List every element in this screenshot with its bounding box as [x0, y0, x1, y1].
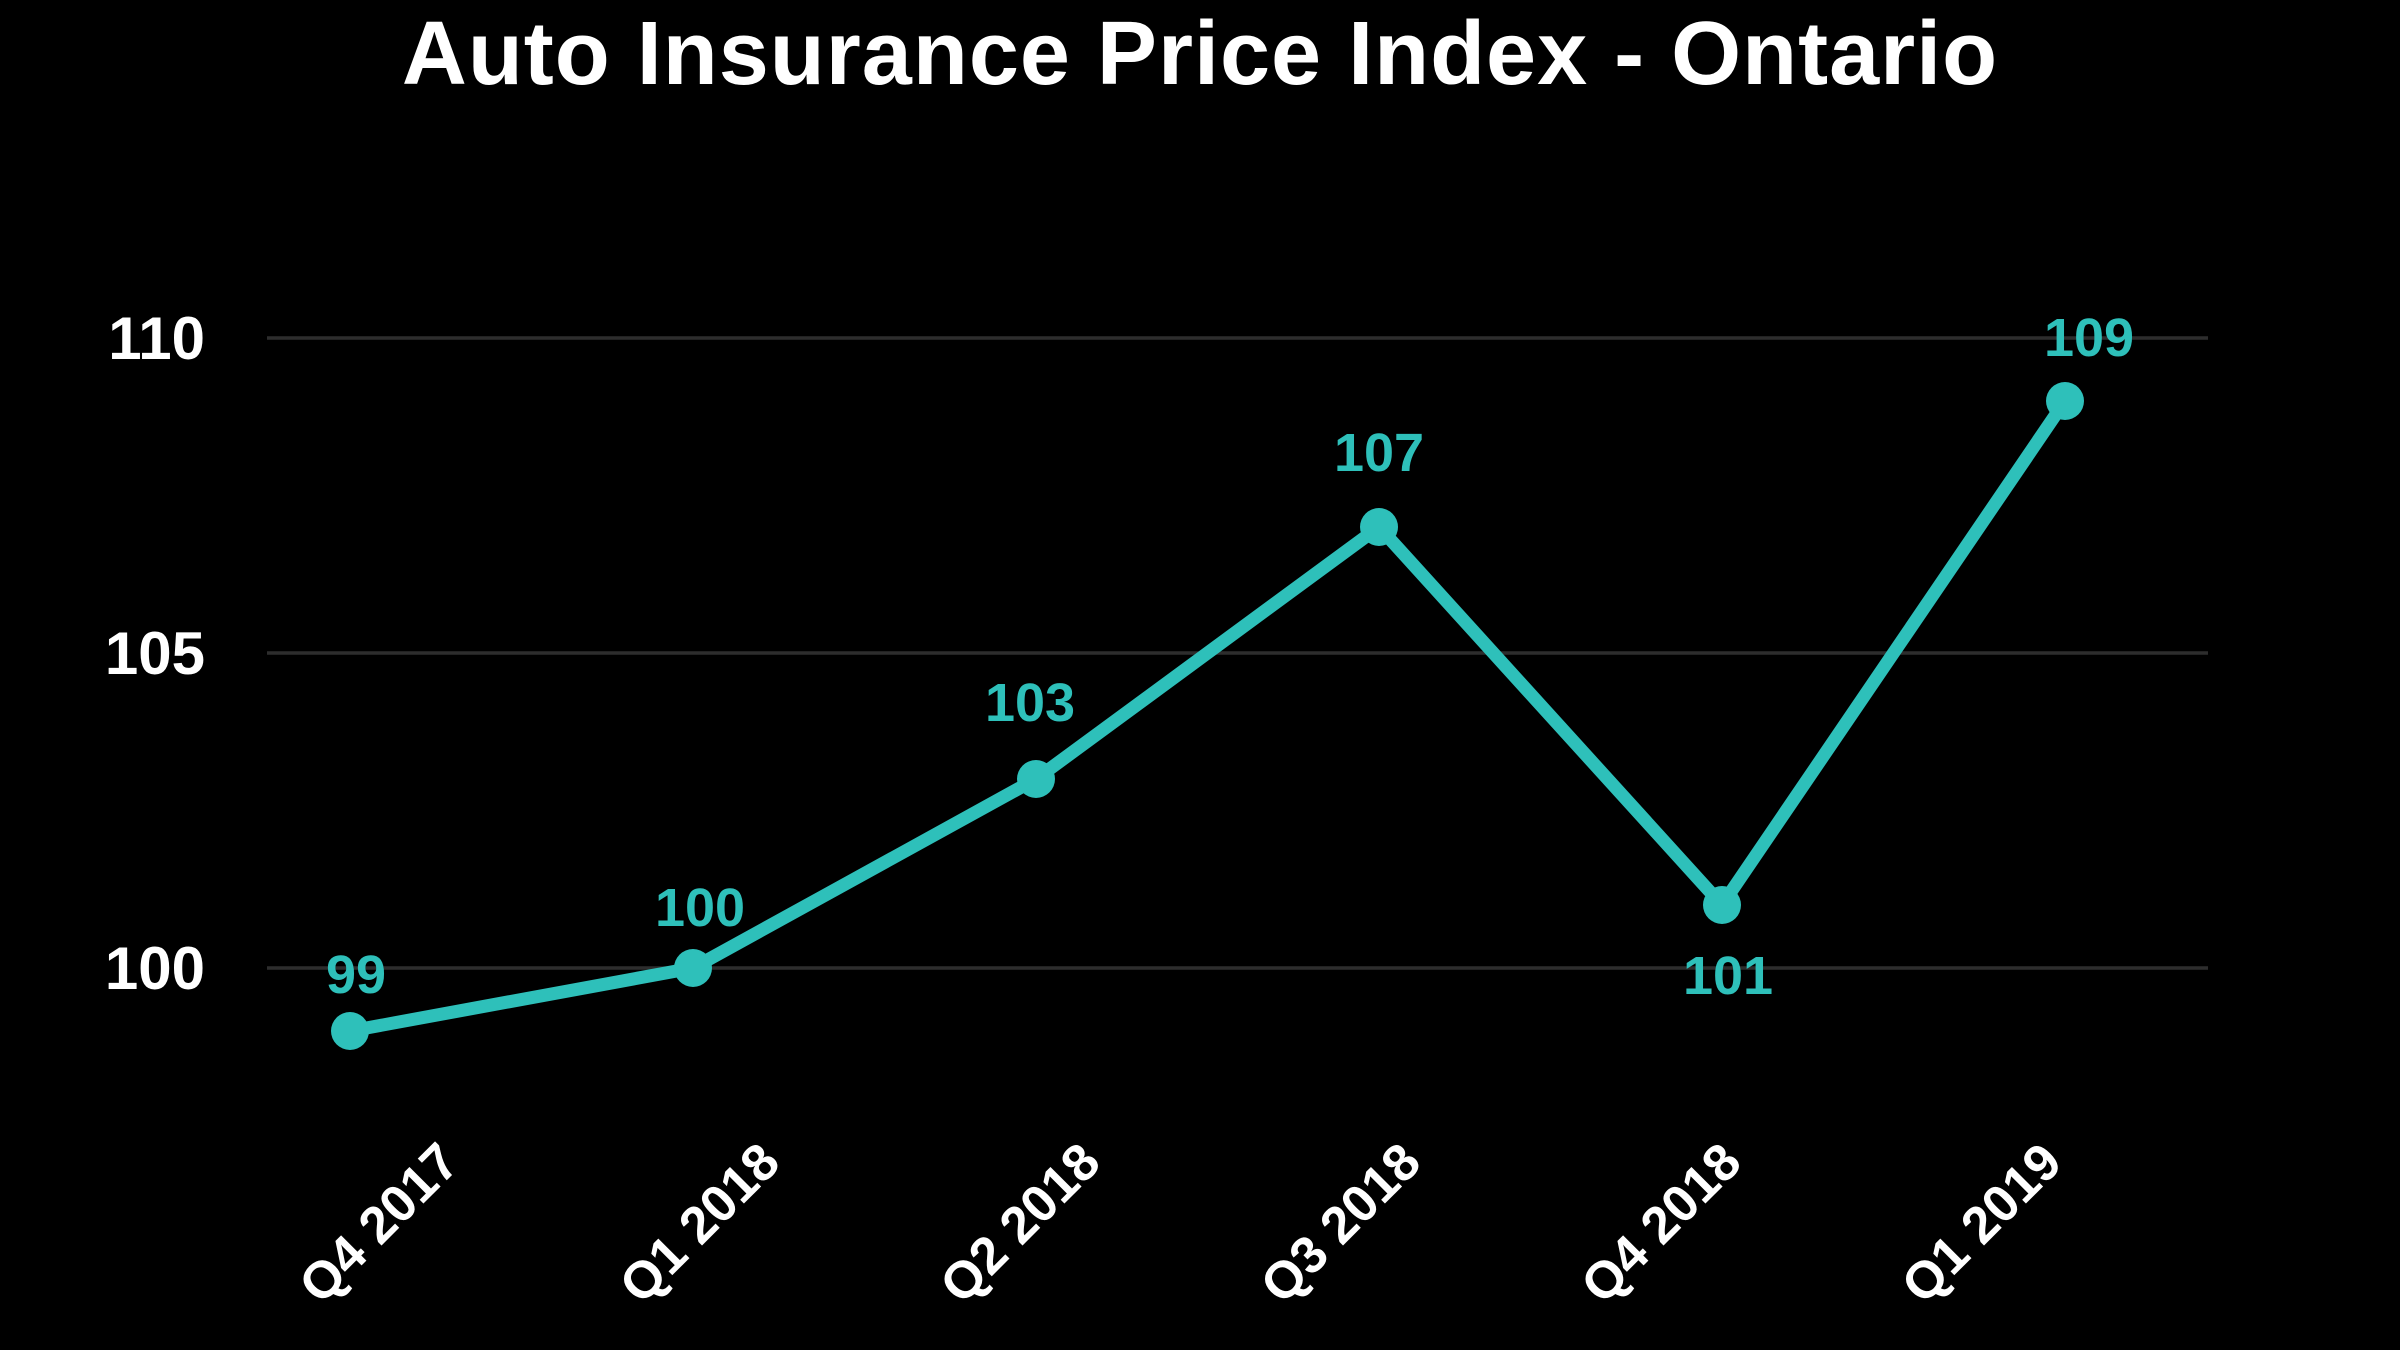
data-point-q1-2019: [2046, 382, 2084, 420]
x-tick-label-q2-2018: Q2 2018: [929, 1132, 1111, 1314]
data-label-q4-2017: 99: [326, 945, 386, 1005]
data-label-q2-2018: 103: [985, 673, 1075, 733]
data-label-q3-2018: 107: [1334, 423, 1424, 483]
x-tick-label-q3-2018: Q3 2018: [1250, 1132, 1432, 1314]
x-tick-label-q4-2018: Q4 2018: [1570, 1132, 1752, 1314]
y-tick-label-100: 100: [105, 935, 205, 1002]
y-tick-label-105: 105: [105, 620, 205, 687]
data-point-q1-2018: [674, 949, 712, 987]
x-tick-label-q1-2018: Q1 2018: [609, 1132, 791, 1314]
data-label-q4-2018: 101: [1683, 946, 1773, 1006]
data-label-q1-2019: 109: [2044, 308, 2134, 368]
data-label-q1-2018: 100: [655, 878, 745, 938]
x-tick-label-q4-2017: Q4 2017: [288, 1132, 470, 1314]
data-point-q3-2018: [1360, 508, 1398, 546]
y-tick-label-110: 110: [108, 305, 205, 372]
x-tick-label-q1-2019: Q1 2019: [1891, 1132, 2073, 1314]
chart-title: Auto Insurance Price Index - Ontario: [401, 4, 1999, 104]
series-line: [343, 394, 2072, 1038]
data-point-q4-2017: [331, 1012, 369, 1050]
data-point-q4-2018: [1703, 886, 1741, 924]
data-point-q2-2018: [1017, 760, 1055, 798]
